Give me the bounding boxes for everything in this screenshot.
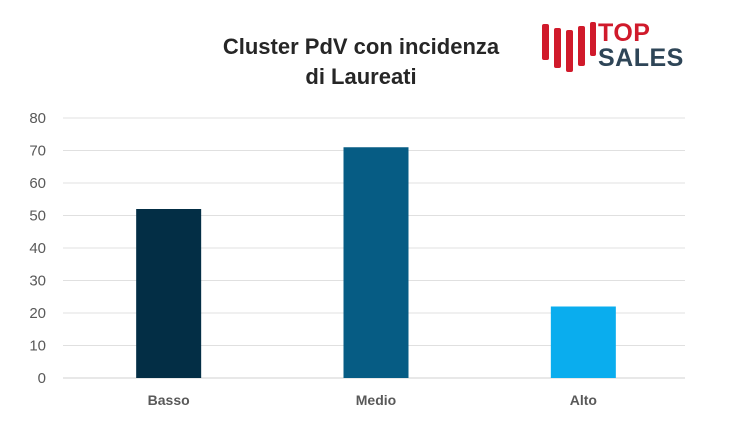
bar-medio [343, 147, 409, 378]
top-sales-logo: TOP SALES [540, 20, 710, 75]
logo-text-sales: SALES [598, 44, 684, 72]
y-tick-label: 60 [29, 175, 46, 192]
y-tick-label: 0 [38, 370, 46, 387]
x-category-label: Alto [570, 392, 597, 408]
x-category-label: Basso [148, 392, 190, 408]
chart-title-line-2: di Laureati [305, 64, 417, 89]
y-tick-label: 30 [29, 273, 46, 290]
y-axis-ticks: 0 10 20 30 40 50 60 70 80 [29, 110, 46, 387]
bars [136, 147, 616, 378]
bar-basso [136, 209, 202, 378]
bar-alto [550, 306, 616, 378]
x-axis-labels: Basso Medio Alto [148, 392, 597, 408]
chart-title: Cluster PdV con incidenza di Laureati [180, 32, 542, 92]
logo-text-top: TOP [598, 19, 651, 47]
y-tick-label: 50 [29, 208, 46, 225]
y-tick-label: 10 [29, 338, 46, 355]
y-tick-label: 80 [29, 110, 46, 127]
y-tick-label: 40 [29, 240, 46, 257]
y-tick-label: 70 [29, 143, 46, 160]
chart-title-line-1: Cluster PdV con incidenza [222, 34, 500, 59]
logo-bars-icon [542, 22, 596, 72]
y-tick-label: 20 [29, 305, 46, 322]
x-category-label: Medio [356, 392, 396, 408]
